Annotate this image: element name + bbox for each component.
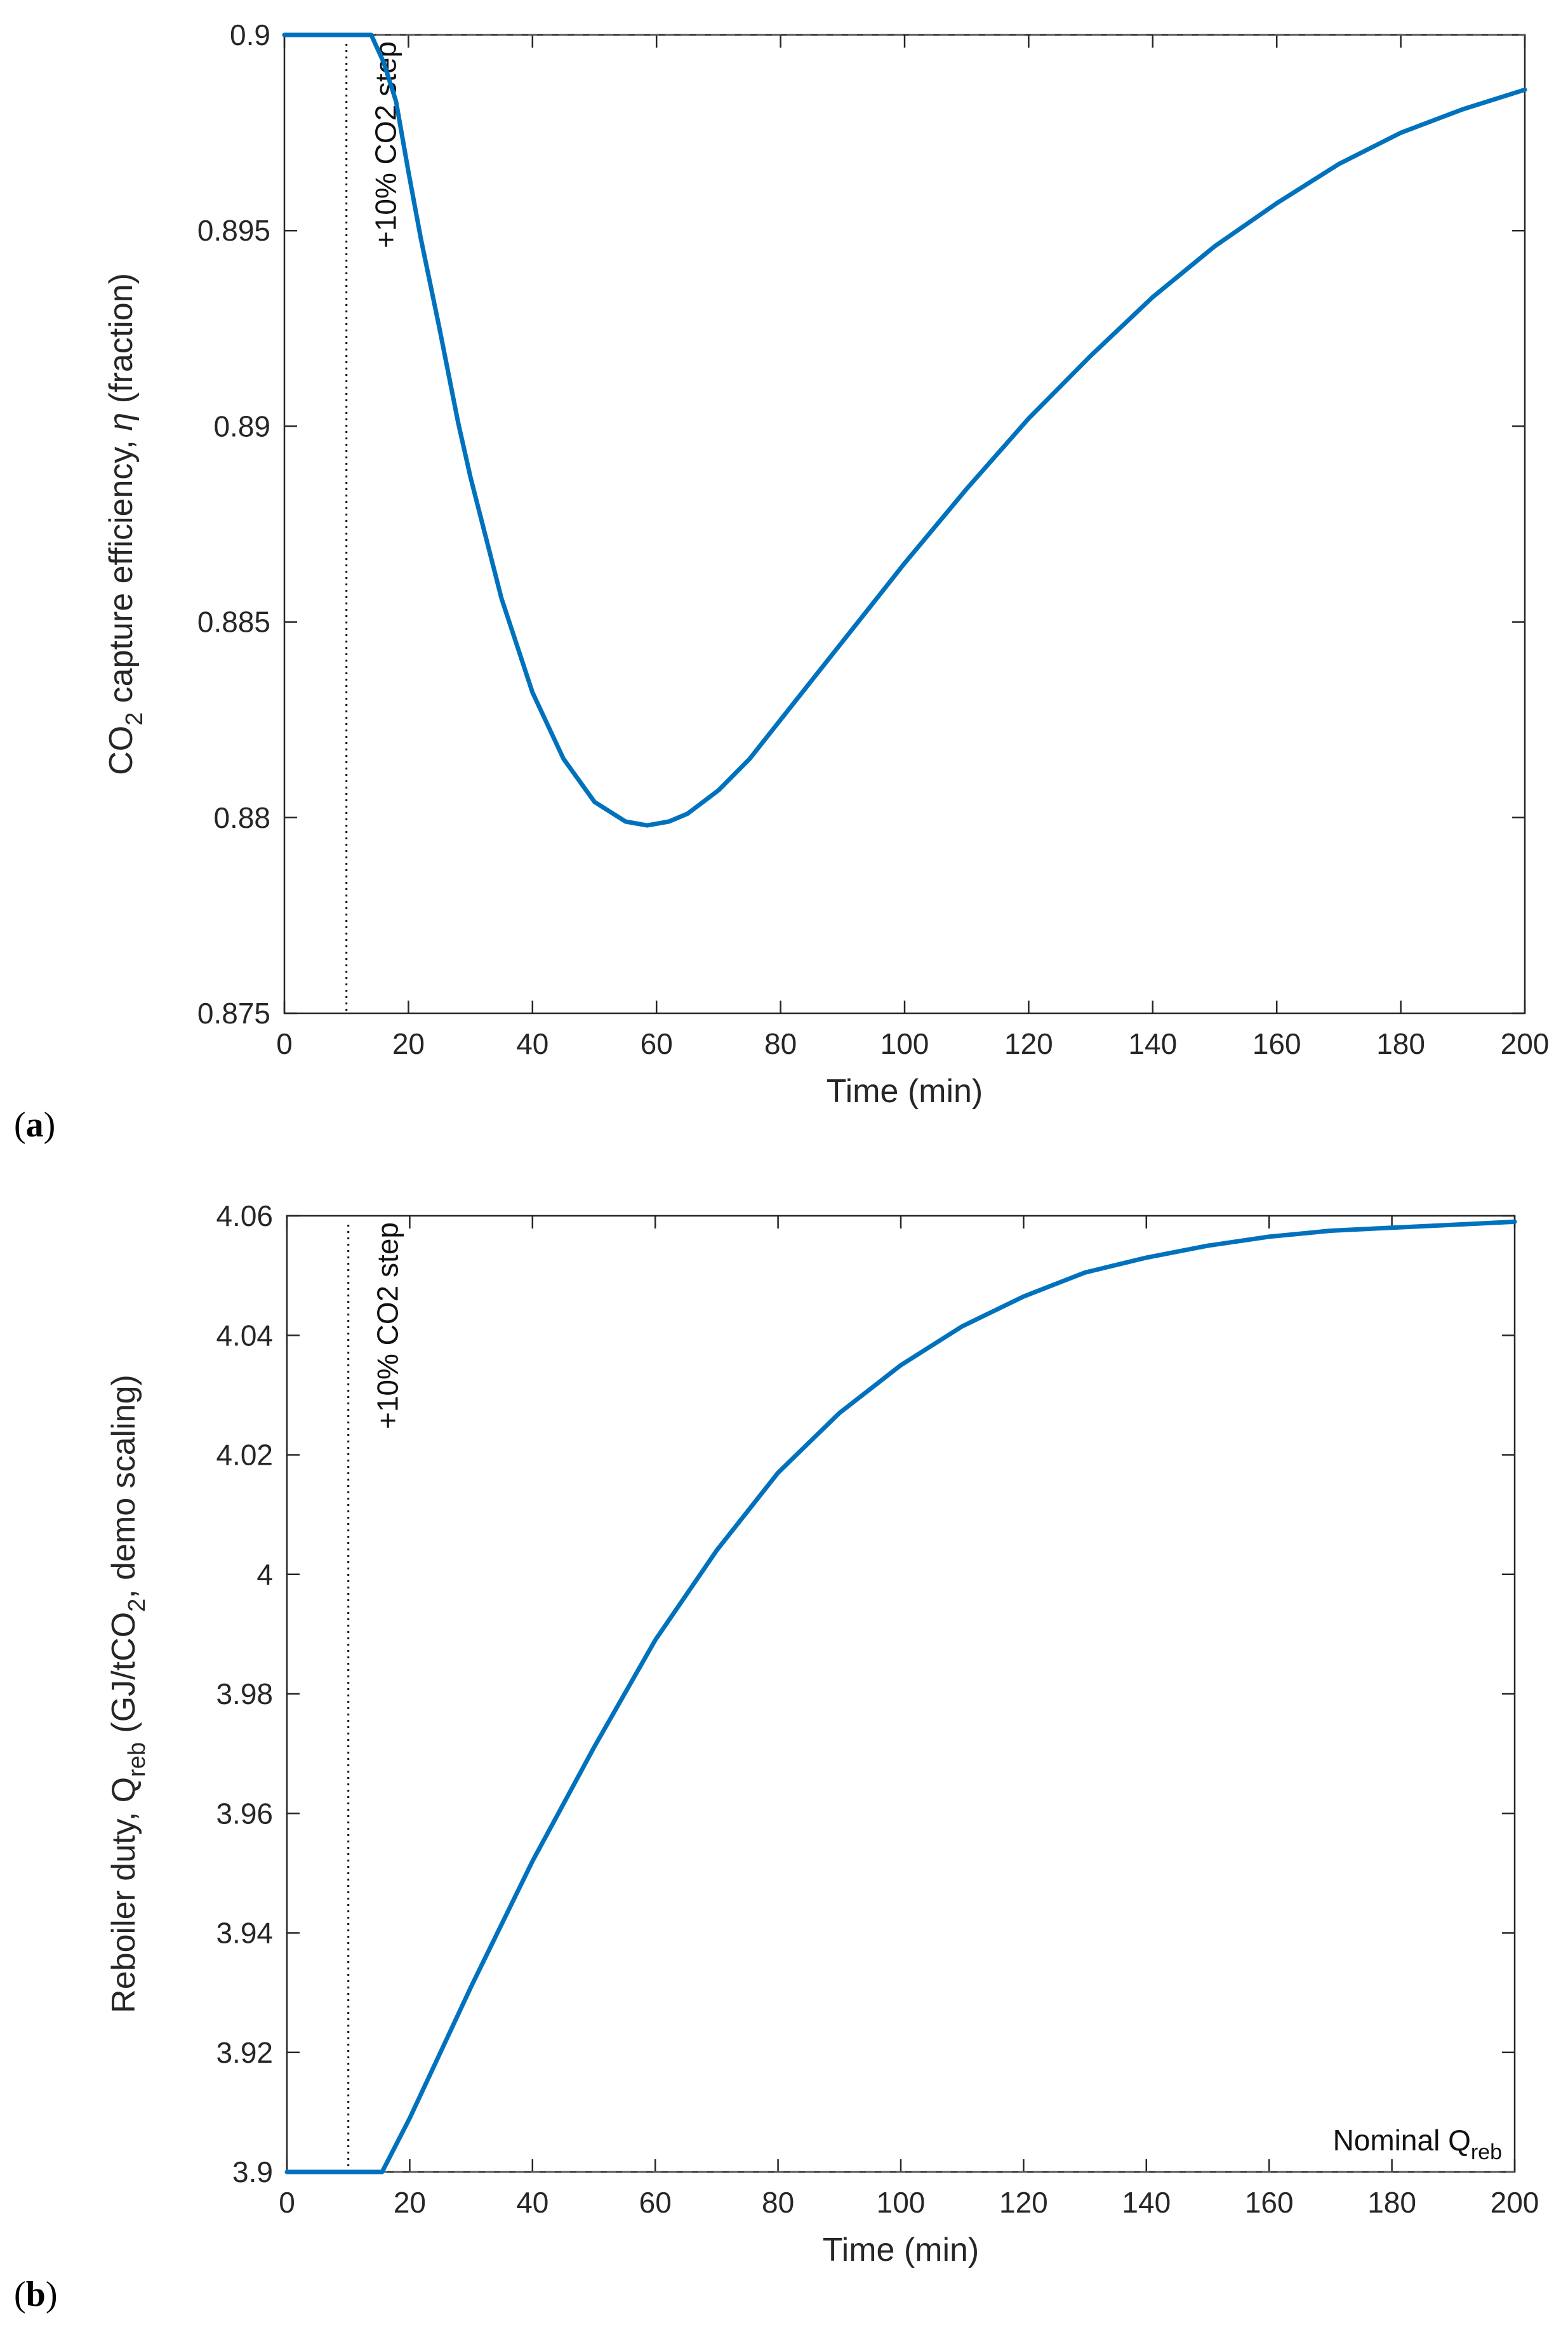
x-tick-label: 160 bbox=[1245, 2186, 1294, 2219]
y-tick-label: 4.02 bbox=[216, 1439, 273, 1472]
x-tick-label: 60 bbox=[641, 1027, 673, 1060]
y-tick-label: 0.875 bbox=[197, 997, 270, 1030]
reference-line-label: Nominal Qreb bbox=[1333, 2124, 1502, 2164]
panel-label-letter: b bbox=[26, 2275, 46, 2314]
series-line-eta bbox=[282, 32, 1527, 828]
x-axis-title: Time (min) bbox=[827, 1073, 983, 1110]
y-tick-label: 3.92 bbox=[216, 2036, 273, 2069]
x-tick-label: 0 bbox=[276, 1027, 293, 1060]
y-axis-title-part: Reboiler duty, Q bbox=[105, 1777, 142, 2013]
y-axis-title: CO2 capture efficiency, η (fraction) bbox=[103, 273, 148, 775]
x-tick-label: 100 bbox=[880, 1027, 929, 1060]
y-tick-label: 4.04 bbox=[216, 1319, 273, 1352]
panel-label: (a) bbox=[14, 1105, 55, 1145]
x-tick-label: 20 bbox=[394, 2186, 426, 2219]
y-axis-title: Reboiler duty, Qreb (GJ/tCO2, demo scali… bbox=[105, 1375, 150, 2013]
plot-area-frame bbox=[283, 34, 1526, 1015]
x-tick-label: 140 bbox=[1128, 1027, 1177, 1060]
x-tick-label: 200 bbox=[1501, 1027, 1550, 1060]
x-tick-label: 40 bbox=[516, 2186, 548, 2219]
reference-label-main: Nominal Q bbox=[1333, 2124, 1471, 2157]
y-axis-title-part: (fraction) bbox=[103, 273, 140, 413]
y-tick-label: 0.88 bbox=[213, 801, 270, 834]
y-axis-title-part: capture efficiency, bbox=[103, 431, 140, 712]
x-tick-label: 80 bbox=[764, 1027, 797, 1060]
y-tick-label: 4 bbox=[256, 1558, 273, 1591]
x-tick-label: 60 bbox=[639, 2186, 672, 2219]
y-tick-label: 0.885 bbox=[197, 606, 270, 639]
y-tick-label: 0.89 bbox=[213, 410, 270, 443]
x-tick-label: 160 bbox=[1252, 1027, 1301, 1060]
x-tick-label: 200 bbox=[1491, 2186, 1539, 2219]
x-tick-label: 120 bbox=[1004, 1027, 1053, 1060]
x-axis-title: Time (min) bbox=[823, 2232, 980, 2268]
chart-panel-a: 0 20 40 60 80 100 120 140 160 180 200 0.875 0.88 0.88… bbox=[14, 18, 1549, 1145]
y-tick-label: 3.94 bbox=[216, 1917, 273, 1950]
y-axis-title-part: 2 bbox=[124, 1599, 150, 1612]
y-axis-title-part: η bbox=[103, 413, 140, 431]
y-axis-title-part: CO bbox=[103, 726, 140, 775]
y-tick-label: 3.96 bbox=[216, 1797, 273, 1830]
panel-label-paren: ( bbox=[14, 2275, 26, 2314]
x-tick-label: 0 bbox=[279, 2186, 295, 2219]
panel-label-paren: ) bbox=[44, 1105, 56, 1145]
y-tick-label: 3.98 bbox=[216, 1677, 273, 1710]
y-axis-title-part: (GJ/tCO bbox=[105, 1612, 142, 1742]
x-tick-label: 120 bbox=[999, 2186, 1048, 2219]
event-line-label: +10% CO2 step bbox=[371, 1222, 404, 1429]
panel-label-paren: ( bbox=[14, 1105, 26, 1145]
y-tick-label: 0.895 bbox=[197, 214, 270, 247]
x-tick-label: 20 bbox=[392, 1027, 425, 1060]
chart-panel-b: 0 20 40 60 80 100 120 140 160 180 200 3.9 3.92 3.94 3.… bbox=[14, 1199, 1539, 2314]
x-tick-label: 180 bbox=[1376, 1027, 1425, 1060]
y-tick-label: 3.9 bbox=[232, 2155, 273, 2188]
x-tick-label: 100 bbox=[877, 2186, 926, 2219]
x-tick-label: 40 bbox=[516, 1027, 548, 1060]
panel-label-paren: ) bbox=[46, 2275, 58, 2314]
y-axis-title-part: 2 bbox=[121, 712, 148, 726]
reference-label-subscript: reb bbox=[1471, 2140, 1502, 2164]
y-tick-label: 0.9 bbox=[230, 18, 270, 51]
y-axis-title-part: , demo scaling) bbox=[105, 1375, 142, 1599]
x-tick-label: 180 bbox=[1367, 2186, 1416, 2219]
y-axis-title-part: reb bbox=[124, 1742, 150, 1777]
x-tick-label: 80 bbox=[762, 2186, 794, 2219]
panel-label-letter: a bbox=[26, 1105, 44, 1145]
y-tick-label: 4.06 bbox=[216, 1199, 273, 1232]
panel-label: (b) bbox=[14, 2275, 57, 2314]
x-tick-label: 140 bbox=[1122, 2186, 1171, 2219]
plot-area-frame bbox=[286, 1215, 1516, 2173]
series-line-Qreb bbox=[284, 1219, 1517, 2174]
